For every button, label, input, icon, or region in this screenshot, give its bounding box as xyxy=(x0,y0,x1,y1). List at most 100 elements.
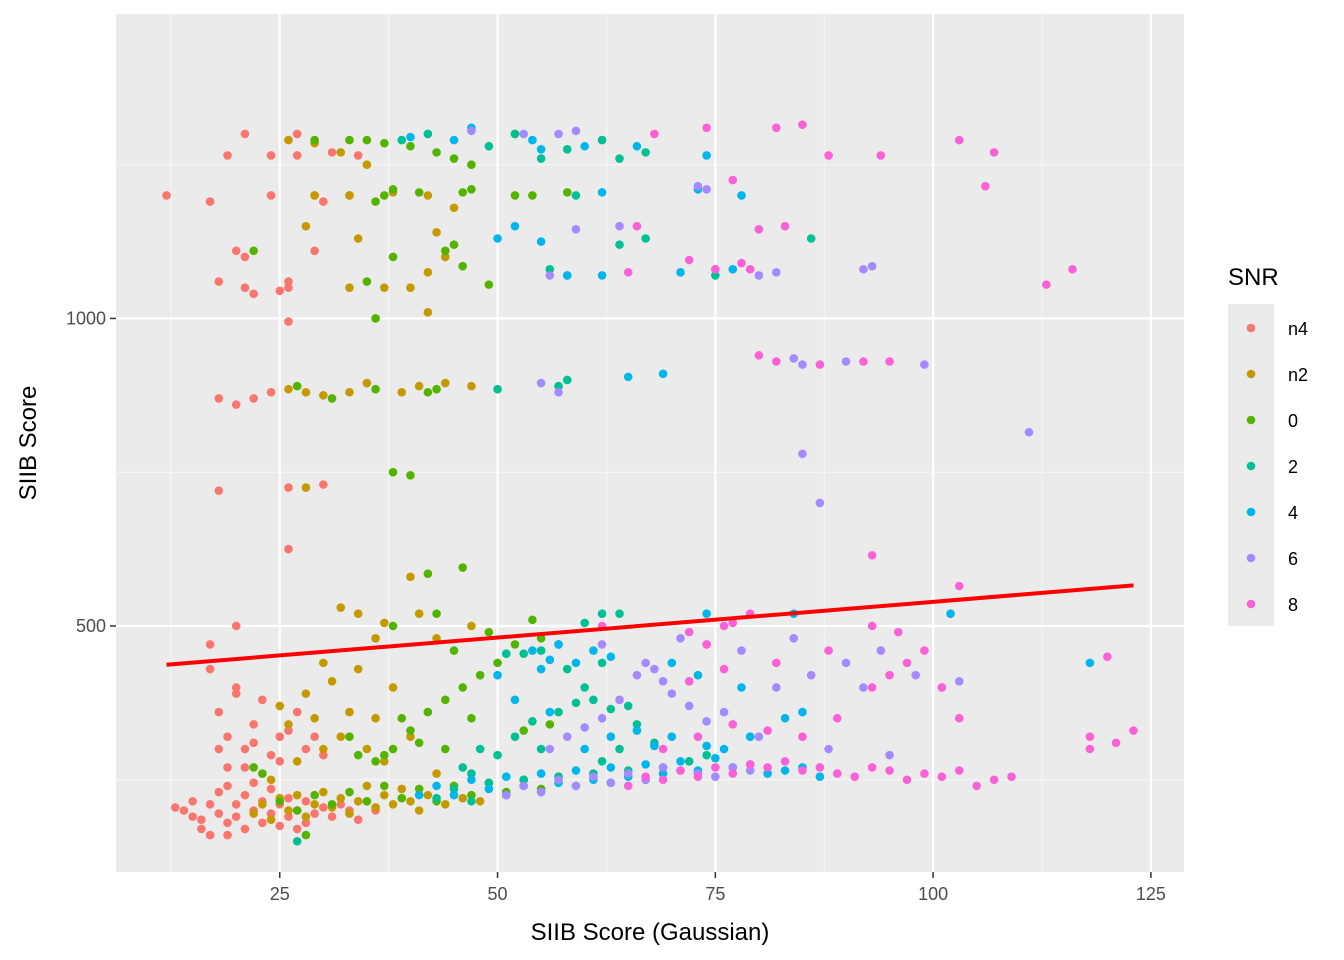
data-point xyxy=(449,135,459,145)
data-point xyxy=(493,670,502,680)
data-point xyxy=(188,796,197,806)
data-point xyxy=(1085,658,1095,668)
data-point xyxy=(580,683,589,692)
data-point xyxy=(397,784,407,794)
data-point xyxy=(205,664,215,674)
legend-entry: 4 xyxy=(1246,503,1298,523)
data-point xyxy=(754,351,764,360)
data-point xyxy=(388,621,398,631)
data-point xyxy=(214,744,224,754)
data-point xyxy=(702,750,711,760)
data-point xyxy=(885,766,894,775)
data-point xyxy=(798,360,807,369)
data-point xyxy=(981,181,990,191)
data-point xyxy=(815,360,825,369)
data-point xyxy=(292,129,302,139)
data-point xyxy=(737,646,746,655)
data-point xyxy=(815,498,825,508)
data-point xyxy=(554,640,563,649)
data-point xyxy=(371,197,380,206)
data-point xyxy=(510,221,520,231)
data-point xyxy=(510,640,520,649)
data-point xyxy=(510,695,520,705)
data-point xyxy=(458,793,468,803)
data-point xyxy=(275,821,285,831)
data-point xyxy=(562,375,572,385)
data-point xyxy=(249,778,258,788)
data-point xyxy=(440,800,450,809)
data-point xyxy=(876,151,886,160)
data-point xyxy=(319,480,328,489)
data-point xyxy=(702,717,711,726)
data-point xyxy=(536,787,546,797)
data-point xyxy=(484,784,494,794)
data-point xyxy=(562,271,572,280)
data-point xyxy=(336,603,346,612)
data-point xyxy=(536,237,546,246)
data-point xyxy=(440,246,450,256)
data-point xyxy=(728,618,738,628)
data-point xyxy=(214,486,224,495)
data-point xyxy=(780,766,790,775)
y-axis-title: SIIB Score xyxy=(15,386,42,501)
data-point xyxy=(920,769,929,778)
data-point xyxy=(292,381,302,391)
data-point xyxy=(353,609,363,618)
x-axis-ticks: 25 50 75 100 125 xyxy=(270,872,1166,904)
data-point xyxy=(432,781,441,791)
data-point xyxy=(571,658,581,668)
legend-title: SNR xyxy=(1228,264,1279,291)
data-point xyxy=(989,775,999,785)
data-point xyxy=(606,763,616,772)
data-point xyxy=(606,778,616,788)
data-point xyxy=(693,732,703,741)
data-point xyxy=(885,670,894,680)
data-point xyxy=(484,778,494,788)
data-point xyxy=(536,378,546,388)
data-point xyxy=(467,184,476,194)
data-point xyxy=(319,750,328,760)
data-point xyxy=(650,129,659,139)
data-point xyxy=(310,713,319,723)
data-point xyxy=(292,824,302,834)
data-point xyxy=(772,357,781,366)
data-point xyxy=(972,781,981,791)
data-point xyxy=(615,221,624,231)
data-point xyxy=(676,766,685,775)
data-point xyxy=(536,769,546,778)
data-point xyxy=(536,154,546,163)
data-point xyxy=(658,775,668,785)
data-point xyxy=(684,255,694,265)
data-point xyxy=(824,646,833,655)
data-point xyxy=(1024,427,1034,437)
data-point xyxy=(606,652,616,662)
data-point xyxy=(737,258,746,268)
data-point xyxy=(528,615,537,625)
data-point xyxy=(510,191,520,200)
data-point xyxy=(249,809,258,818)
data-point xyxy=(615,744,624,754)
data-point xyxy=(432,793,441,803)
y-tick-label: 1000 xyxy=(66,308,106,328)
data-point xyxy=(275,286,285,296)
data-point xyxy=(249,246,258,256)
data-point xyxy=(449,154,459,163)
data-point xyxy=(249,738,258,748)
data-point xyxy=(475,796,485,806)
series-6 xyxy=(467,126,1034,800)
data-point xyxy=(266,151,276,160)
data-point xyxy=(545,720,555,729)
data-point xyxy=(562,732,572,741)
data-point xyxy=(589,695,598,705)
legend-label: 2 xyxy=(1288,457,1298,477)
data-point xyxy=(737,191,746,200)
legend-key xyxy=(1246,507,1256,517)
data-point xyxy=(449,790,459,800)
data-point xyxy=(937,683,947,692)
data-point xyxy=(397,713,407,723)
legend: SNR n4 n2 0 2 4 6 8 xyxy=(1228,264,1308,626)
data-point xyxy=(920,360,929,369)
data-point xyxy=(406,283,415,292)
data-point xyxy=(284,277,293,286)
legend-key xyxy=(1246,461,1256,471)
